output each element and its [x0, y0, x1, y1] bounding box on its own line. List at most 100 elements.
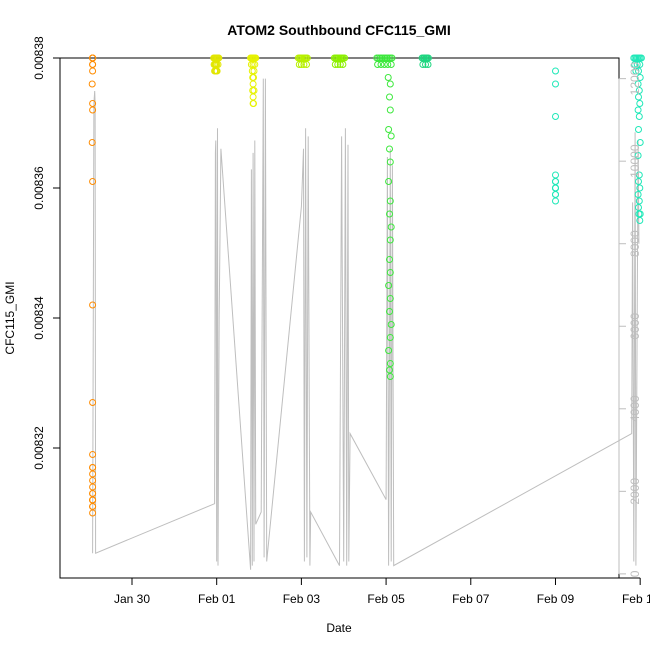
data-point — [387, 223, 395, 231]
data-point — [385, 347, 393, 354]
y2-tick-label: 8000 — [628, 230, 642, 257]
data-point — [386, 145, 393, 153]
data-point — [635, 210, 643, 218]
data-point — [333, 54, 340, 62]
data-point — [552, 80, 559, 88]
data-point — [380, 61, 388, 68]
data-point — [420, 54, 428, 62]
series-4 — [294, 54, 311, 68]
data-point — [637, 54, 645, 62]
data-point — [635, 178, 642, 185]
data-point — [297, 54, 304, 62]
x-tick-label: Feb 03 — [283, 592, 321, 606]
y2-tick-label: 12000 — [628, 62, 642, 96]
data-point — [385, 178, 393, 185]
x-tick-label: Feb 11 — [622, 592, 650, 606]
data-point — [341, 54, 349, 62]
series-7 — [418, 54, 432, 68]
data-point — [634, 152, 642, 159]
data-point — [552, 184, 559, 192]
data-point — [213, 67, 221, 75]
chart-title: ATOM2 Southbound CFC115_GMI — [227, 22, 451, 38]
data-point — [386, 80, 394, 88]
data-point — [249, 100, 257, 107]
data-point — [552, 113, 559, 120]
data-point — [89, 509, 97, 517]
data-point — [384, 61, 392, 68]
data-point — [338, 54, 346, 62]
data-point — [250, 74, 257, 81]
data-point — [295, 61, 303, 68]
data-point — [374, 61, 382, 68]
data-point — [89, 61, 97, 68]
data-point — [386, 256, 393, 263]
series-1 — [88, 54, 97, 517]
data-point — [552, 197, 559, 205]
y-axis-label: CFC115_GMI — [3, 281, 17, 354]
data-point — [552, 171, 559, 179]
data-point — [386, 308, 393, 315]
x-tick-label: Feb 01 — [198, 592, 236, 606]
y2-tick-label: 2000 — [628, 478, 642, 505]
altitude-layer — [92, 78, 640, 570]
data-point — [387, 61, 395, 68]
data-point — [634, 191, 642, 198]
data-point — [331, 61, 339, 68]
data-point — [386, 236, 394, 244]
data-point — [301, 54, 309, 62]
data-point — [386, 210, 393, 218]
data-point — [423, 54, 431, 62]
data-point — [377, 61, 385, 68]
y-axis: 0.00832 0.00834 0.00836 0.00838 — [32, 36, 61, 470]
data-point — [419, 61, 427, 68]
data-point — [635, 113, 643, 120]
data-point — [424, 61, 432, 68]
y2-tick-label: 6000 — [628, 313, 642, 340]
data-point — [636, 61, 644, 68]
data-point — [339, 61, 347, 68]
data-point — [387, 321, 395, 328]
data-point — [334, 61, 342, 68]
data-point — [636, 139, 644, 146]
data-point — [635, 67, 642, 75]
data-point — [88, 80, 96, 88]
y2-tick-label: 0 — [628, 570, 642, 577]
data-point — [388, 54, 396, 62]
series-2 — [210, 54, 223, 75]
y2-tick-label: 10000 — [628, 144, 642, 178]
data-point — [89, 301, 97, 309]
data-point — [214, 61, 222, 68]
data-point — [386, 158, 394, 166]
data-point — [387, 132, 395, 140]
x-tick-label: Feb 05 — [367, 592, 405, 606]
data-point — [552, 191, 559, 198]
data-point — [251, 61, 259, 68]
data-point — [88, 139, 96, 146]
x-tick-label: Feb 07 — [452, 592, 490, 606]
y-tick-label: 0.00832 — [32, 426, 46, 470]
data-point — [215, 54, 223, 62]
data-point — [249, 80, 257, 88]
data-point — [635, 204, 642, 211]
y-tick-label: 0.00836 — [32, 166, 46, 210]
data-point — [636, 217, 644, 224]
data-point — [300, 61, 308, 68]
data-point — [384, 74, 392, 81]
data-point — [89, 178, 97, 185]
series-3 — [247, 54, 260, 107]
points-layer — [88, 54, 645, 517]
data-point — [385, 282, 393, 289]
data-point — [386, 360, 394, 367]
data-point — [631, 61, 639, 68]
data-point — [386, 106, 394, 114]
data-point — [386, 93, 393, 101]
series-6 — [373, 54, 396, 380]
data-point — [89, 106, 97, 114]
data-point — [636, 74, 644, 81]
data-point — [552, 178, 559, 185]
data-point — [250, 87, 258, 94]
y2-axis: 0 2000 4000 6000 8000 10000 12000 — [618, 62, 642, 577]
data-point — [633, 61, 641, 68]
series-5 — [330, 54, 349, 68]
